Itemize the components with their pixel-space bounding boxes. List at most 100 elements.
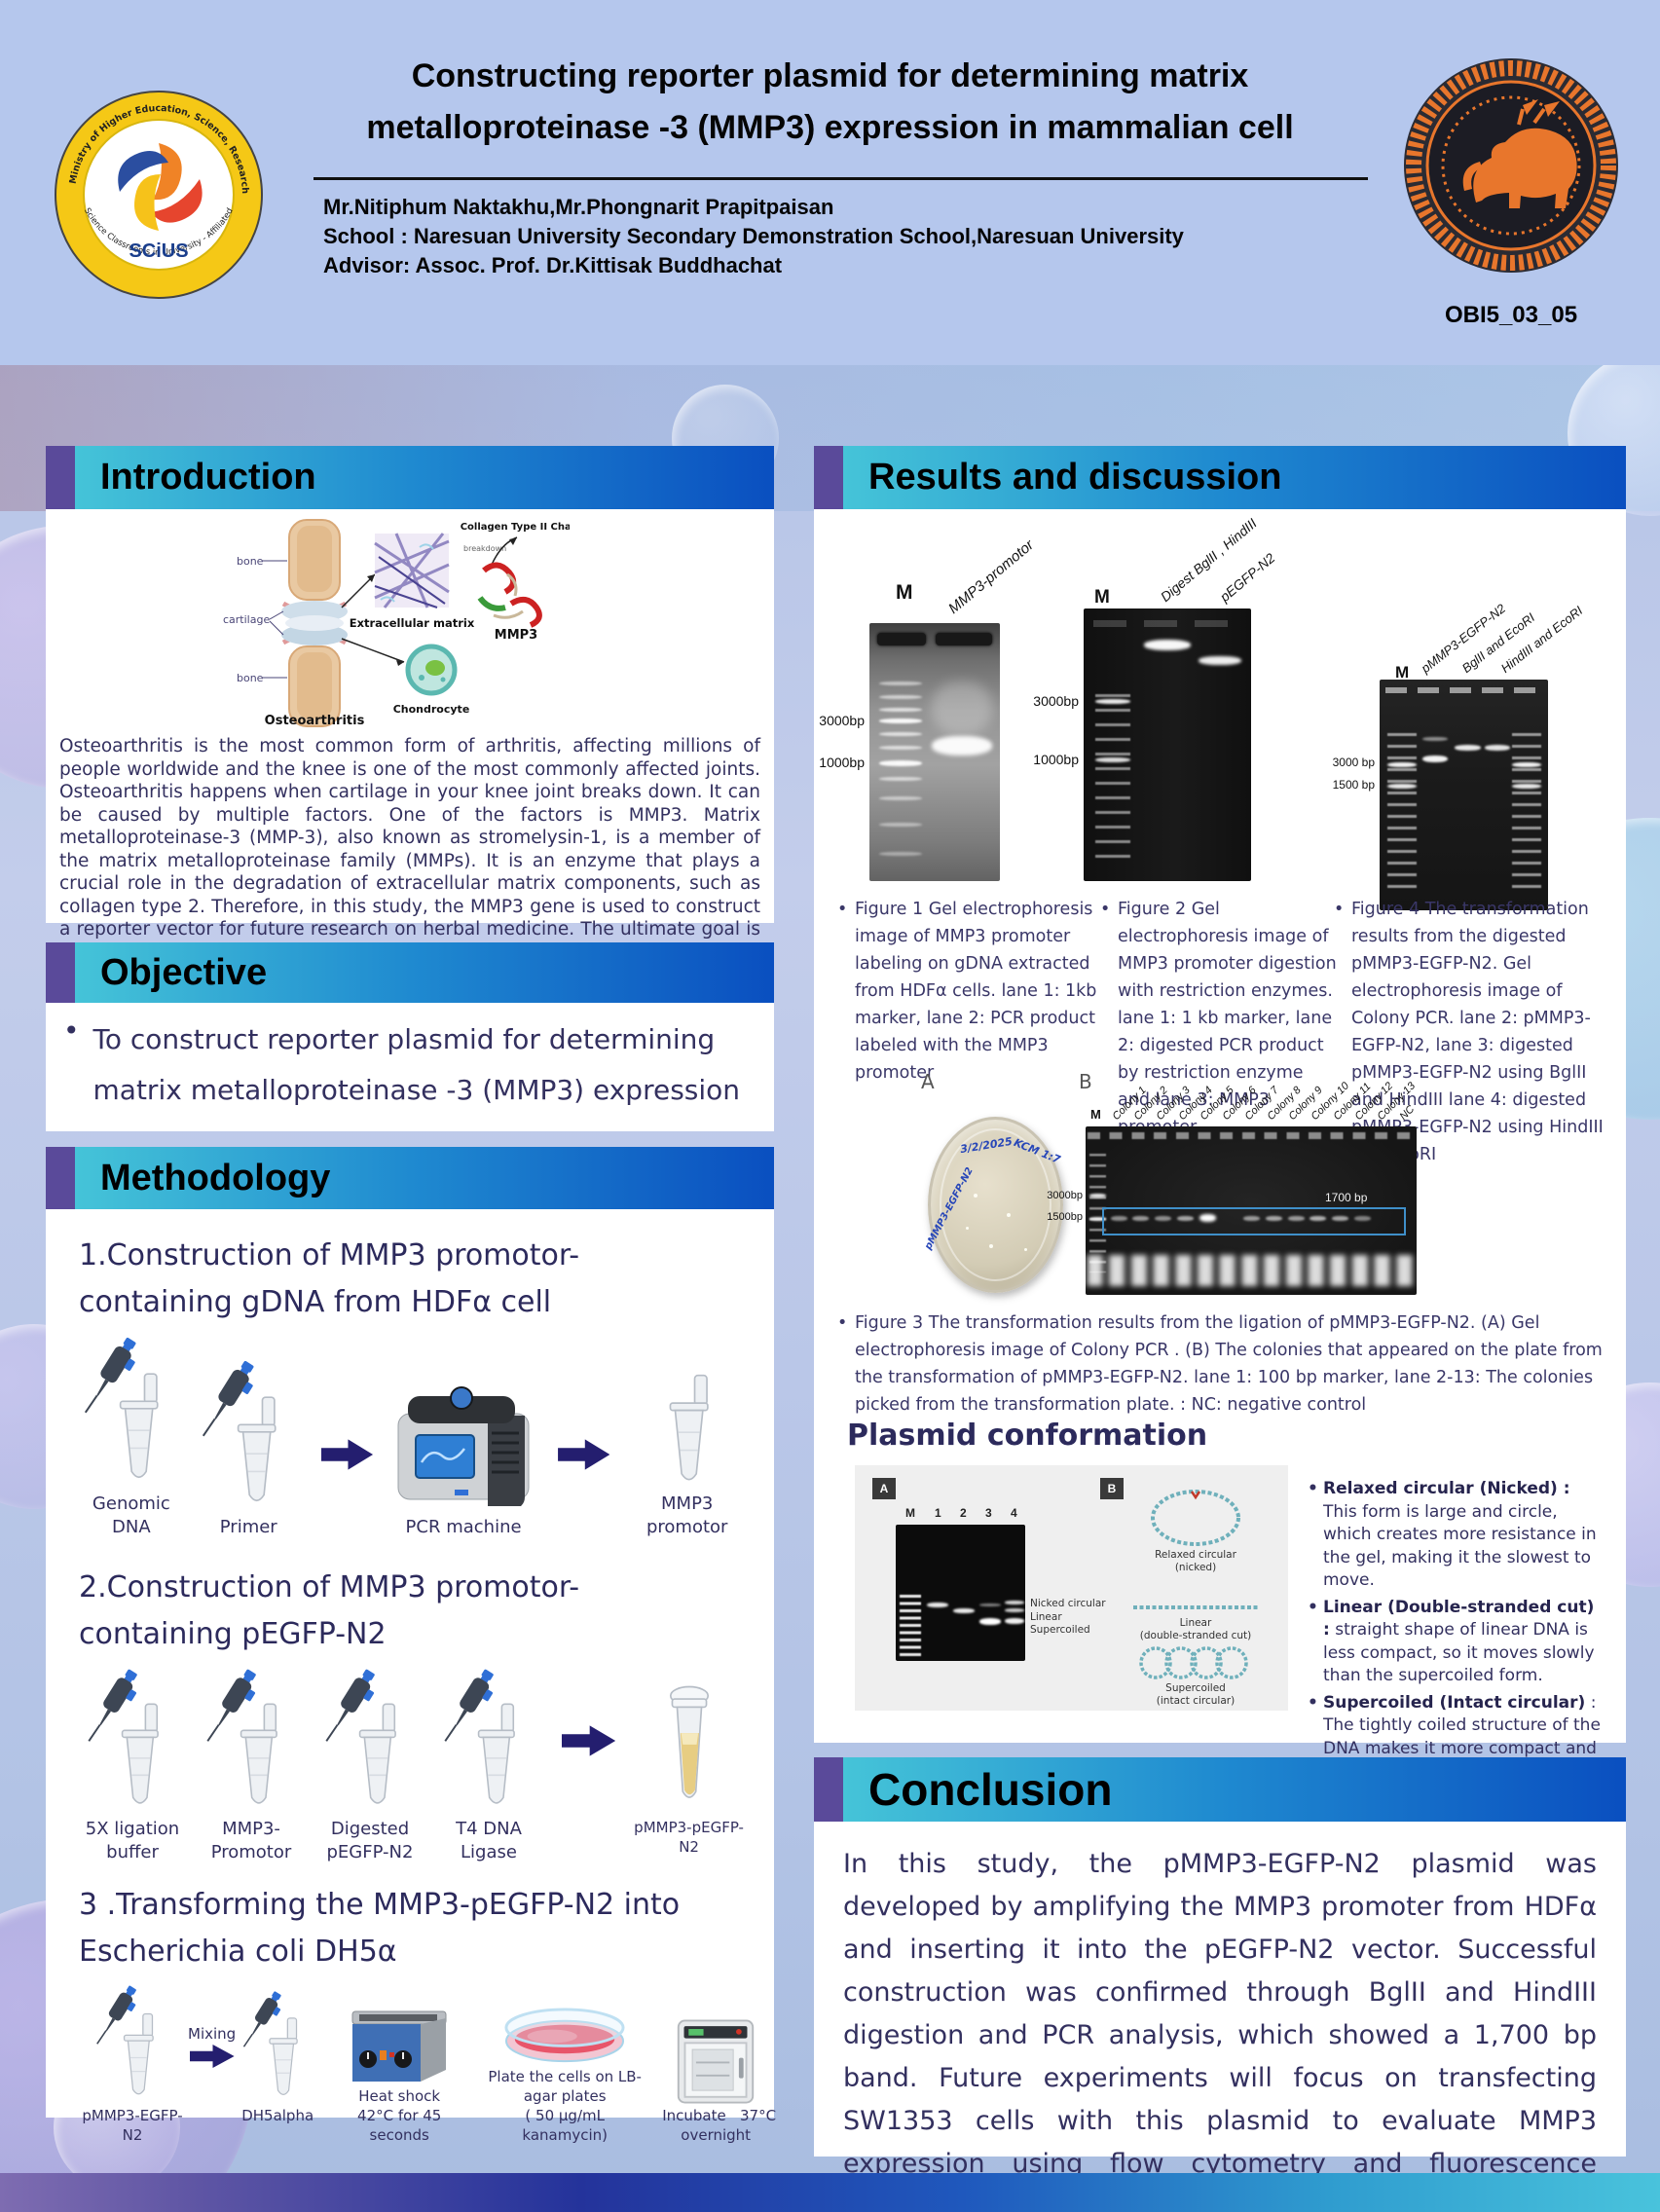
method-item-heat-shock: Heat shock 42°C for 45 seconds [331, 2004, 467, 2145]
plate-line1: Plate the cells on LB-agar plates [488, 2068, 642, 2105]
introduction-title: Introduction [100, 457, 316, 498]
knee-figure: bone cartilage bone Osteoarthritis Extra… [223, 519, 570, 728]
advisor: Advisor: Assoc. Prof. Dr.Kittisak Buddha… [323, 253, 783, 277]
mixing-label: Mixing [188, 2025, 237, 2043]
gel2-lane3-label: pEGFP-N2 [1216, 549, 1278, 605]
section-results-header: Results and discussion [814, 446, 1626, 509]
method-label: Plate the cells on LB-agar plates ( 50 μ… [483, 2067, 646, 2145]
method-item-dh5alpha: DH5alpha [240, 1987, 315, 2145]
methodology-panel: 1.Construction of MMP3 promotor-containi… [46, 1209, 776, 2144]
accent-square [814, 1757, 843, 1822]
title-divider [314, 177, 1368, 180]
bullet-relaxed-text: This form is large and circle, which cre… [1323, 1501, 1597, 1591]
diagram-label-supercoiled: Supercoiled [1165, 1682, 1226, 1694]
arrow-right-icon [558, 1439, 610, 1470]
gel1-lane2-label: MMP3-promotor [945, 536, 1038, 617]
fig3-colony-gel: 1700 bp [1086, 1126, 1417, 1295]
label-chondrocyte: Chondrocyte [393, 703, 470, 716]
label-mmp3: MMP3 [495, 628, 537, 643]
knee-joint-illustration [281, 519, 348, 727]
conclusion-title: Conclusion [868, 1764, 1113, 1815]
diagram-label-relaxed: Relaxed circular [1155, 1549, 1236, 1561]
method-item-pcr-machine: PCR machine [390, 1384, 536, 1539]
figure3-caption: Figure 3 The transformation results from… [837, 1309, 1622, 1419]
plasmid-lane-4: 4 [1011, 1506, 1017, 1520]
method-item-pmmp3-egfp: pMMP3-EGFP-N2 [79, 1981, 186, 2145]
label-breakdown: breakdown [463, 544, 506, 553]
tube-icon [643, 1354, 732, 1493]
bullet-dot: • [63, 1014, 80, 1047]
bullet-relaxed: Relaxed circular (Nicked) : This form is… [1306, 1478, 1605, 1593]
method-mixing: Mixing [188, 2024, 236, 2069]
method-step1-title: 1.Construction of MMP3 promotor-containi… [79, 1238, 580, 1319]
gel-figure1 [869, 623, 1000, 881]
method-item-mmp3-promotor2: MMP3-Promotor [198, 1664, 305, 1864]
methodology-title: Methodology [100, 1157, 331, 1198]
method-label: T4 DNA Ligase [456, 1819, 522, 1862]
section-objective-header: Objective [46, 942, 774, 1003]
school: School : Naresuan University Secondary D… [323, 224, 1184, 248]
arrow-right-icon [320, 1439, 374, 1470]
method-label: pMMP3-EGFP-N2 [82, 2107, 183, 2144]
gel3-marker-1500: 1500 bp [1332, 778, 1375, 792]
incubator-icon [674, 2016, 757, 2106]
bottom-gradient-bar [0, 2173, 1660, 2212]
chondrocyte-illustration [405, 644, 458, 696]
mmp3-ribbon-illustration [477, 562, 542, 628]
plasmid-gel [896, 1525, 1025, 1661]
pipette-tube-icon [198, 1355, 300, 1516]
method-label: DH5alpha [241, 2107, 314, 2124]
method-label: Incubate 37°C overnight [662, 2106, 776, 2145]
bullet-supercoiled-bold: Supercoiled (Intact circular) [1323, 1692, 1586, 1713]
incubate-line2: overnight [681, 2126, 752, 2144]
poster-title-line2: metalloproteinase -3 (MMP3) expression i… [366, 109, 1294, 146]
diagram-label-relaxed2: (nicked) [1174, 1562, 1217, 1573]
figure4-caption: Figure 4 The transformation results from… [1334, 896, 1622, 1168]
method-label: Genomic DNA [92, 1493, 170, 1537]
arrow-right-icon [189, 2045, 235, 2068]
method-item-primer: Primer [198, 1355, 300, 1539]
fig3-plate-photo: 3/2/2025 KCM 1:7 pMMP3-EGFP-N2 [923, 1117, 1063, 1293]
scius-swirl-icon [118, 143, 203, 231]
section-introduction-header: Introduction [46, 446, 774, 509]
method-label: 5X ligation buffer [85, 1819, 180, 1862]
label-collagen: Collagen Type II Chain [461, 522, 570, 533]
byline-block: Mr.Nitiphum Naktakhu,Mr.Phongnarit Prapi… [323, 193, 1375, 280]
pipette-tube-icon [92, 1981, 172, 2106]
plasmid-lane-2: 2 [960, 1506, 967, 1520]
accent-square [46, 942, 75, 1003]
plate-line2: ( 50 μg/mL kanamycin) [522, 2107, 608, 2144]
diagram-label-linear: Linear [1179, 1617, 1212, 1629]
conclusion-panel: In this study, the pMMP3-EGFP-N2 plasmid… [814, 1822, 1626, 2212]
label-bone-bottom: bone [237, 672, 264, 684]
gel3-lane-m: M [1395, 663, 1410, 682]
arrow-right-icon [562, 1725, 616, 1756]
plasmid-panel-b-chip: B [1100, 1478, 1124, 1499]
method-label: pMMP3-pEGFP-N2 [634, 1819, 744, 1856]
method-step1-row: Genomic DNA Primer PCR machine MMP3 prom… [79, 1332, 747, 1539]
method-step3-title: 3 .Transforming the MMP3-pEGFP-N2 into E… [79, 1888, 681, 1969]
diagram-label-supercoiled2: (intact circular) [1156, 1695, 1236, 1707]
method-item-pmmp3-pegfp: pMMP3-pEGFP-N2 [631, 1679, 747, 1864]
method-step3-row: pMMP3-EGFP-N2 Mixing DH5alpha Heat shock… [79, 1981, 776, 2145]
gel-figure2 [1084, 608, 1251, 881]
conclusion-paragraph: In this study, the pMMP3-EGFP-N2 plasmid… [843, 1849, 1597, 2212]
authors: Mr.Nitiphum Naktakhu,Mr.Phongnarit Prapi… [323, 195, 834, 219]
pipette-tube-icon [80, 1332, 182, 1493]
results-panel: M MMP3-promotor 3000bp 1000bp M Digest B… [814, 509, 1626, 1804]
method-label: PCR machine [405, 1517, 522, 1537]
section-conclusion-header: Conclusion [814, 1757, 1626, 1822]
plasmid-lane-m: M [905, 1506, 915, 1520]
method-label: Primer [219, 1517, 277, 1537]
method-item-plate-cells: Plate the cells on LB-agar plates ( 50 μ… [483, 2005, 646, 2145]
fig3-gel-lane-m: M [1090, 1107, 1101, 1122]
method-step2-row: 5X ligation buffer MMP3-Promotor Digeste… [79, 1664, 747, 1864]
heat-shock-line2: 42°C for 45 seconds [357, 2107, 442, 2144]
plasmid-forms-diagram [1133, 1490, 1258, 1679]
method-step2-title: 2.Construction of MMP3 promotor-containi… [79, 1570, 580, 1651]
method-label: MMP3 promotor [646, 1493, 728, 1537]
poster-title-line1: Constructing reporter plasmid for determ… [411, 57, 1249, 94]
results-title: Results and discussion [868, 457, 1282, 498]
plasmid-conformation-heading: Plasmid conformation [847, 1419, 1208, 1453]
